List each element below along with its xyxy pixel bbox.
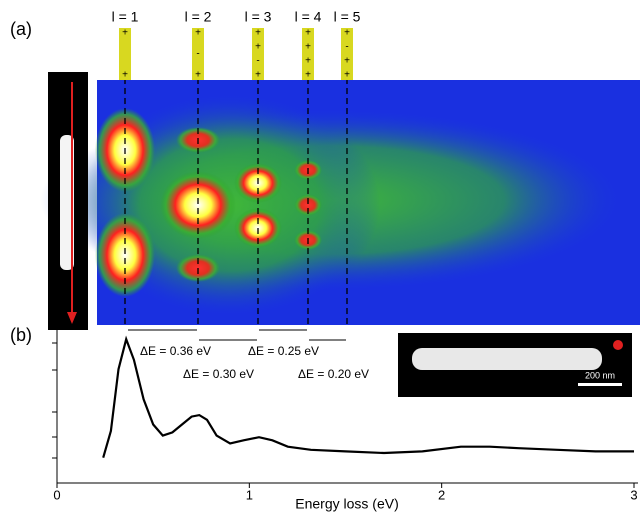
delta-arrows xyxy=(128,329,346,341)
eels-map xyxy=(40,80,640,325)
mode-sign: + xyxy=(344,28,350,39)
scale-bar-label: 200 nm xyxy=(585,370,615,380)
mode-label: l = 4 xyxy=(295,9,322,25)
mode-sign: + xyxy=(344,70,350,81)
x-tick-label: 0 xyxy=(53,487,60,502)
sem-inset: 200 nm xyxy=(398,333,632,397)
mode-sign: + xyxy=(255,28,261,39)
mode-sign: + xyxy=(305,70,311,81)
mode-bar xyxy=(341,28,353,80)
mode-label: l = 2 xyxy=(185,9,212,25)
spectrum-line xyxy=(102,335,634,459)
delta-label: ΔE = 0.25 eV xyxy=(248,344,319,358)
x-tick-label: 3 xyxy=(630,487,637,502)
mode-sign: + xyxy=(255,42,261,53)
x-tick-label: 1 xyxy=(246,487,253,502)
mode-sign: + xyxy=(122,70,128,81)
delta-label: ΔE = 0.36 eV xyxy=(140,344,211,358)
mode-bar xyxy=(192,28,204,80)
mode-bar xyxy=(119,28,131,80)
mode-sign: - xyxy=(345,42,348,53)
delta-label: ΔE = 0.30 eV xyxy=(183,367,254,381)
mode-label: l = 3 xyxy=(245,9,272,25)
panel-label: (a) xyxy=(10,19,32,39)
mode-sign: + xyxy=(305,28,311,39)
mode-bar xyxy=(252,28,264,80)
mode-label: l = 1 xyxy=(112,9,139,25)
mode-sign: + xyxy=(305,42,311,53)
mode-sign: - xyxy=(256,56,259,67)
panel-label: (b) xyxy=(10,325,32,345)
mode-bar xyxy=(302,28,314,80)
mode-sign: + xyxy=(122,28,128,39)
mode-sign: + xyxy=(344,56,350,67)
rod-image xyxy=(48,72,88,330)
x-axis-label: Energy loss (eV) xyxy=(295,496,398,512)
mode-sign: + xyxy=(195,70,201,81)
mode-sign: - xyxy=(196,49,199,60)
x-tick-label: 2 xyxy=(438,487,445,502)
mode-sign: + xyxy=(305,56,311,67)
delta-label: ΔE = 0.20 eV xyxy=(298,367,369,381)
mode-sign: + xyxy=(255,70,261,81)
axes xyxy=(52,325,638,484)
mode-label: l = 5 xyxy=(334,9,361,25)
mode-sign: + xyxy=(195,28,201,39)
